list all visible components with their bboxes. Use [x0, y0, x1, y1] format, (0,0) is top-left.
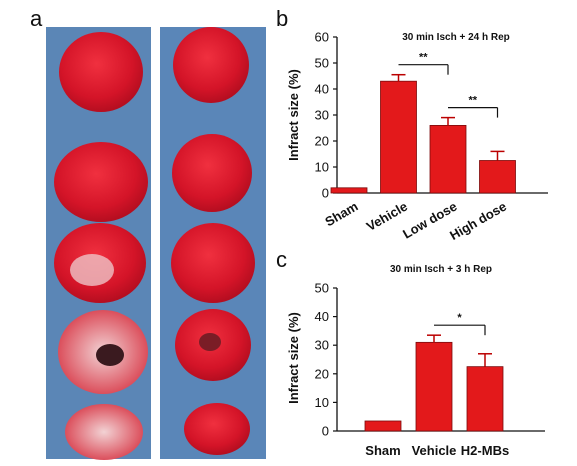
y-tick-label: 10	[315, 395, 329, 410]
heart-slice	[172, 134, 252, 212]
bar-low-dose	[429, 125, 467, 194]
panel-label-a: a	[30, 6, 43, 31]
significance-bracket: *	[434, 312, 486, 336]
y-tick-label: 0	[322, 424, 329, 439]
y-axis-label: Infract size (%)	[286, 312, 301, 404]
y-tick-label: 20	[315, 134, 329, 149]
heart-slice	[171, 223, 255, 303]
heart-slice	[59, 32, 143, 112]
x-tick-label: H2-MBs	[461, 443, 509, 458]
x-tick-label: Vehicle	[412, 443, 457, 458]
significance-label: **	[468, 95, 477, 107]
significance-bracket: **	[398, 52, 449, 75]
y-tick-label: 10	[315, 160, 329, 175]
y-tick-label: 20	[315, 366, 329, 381]
panel-label-c: c	[276, 247, 287, 272]
significance-bracket: **	[448, 95, 499, 118]
bar-high-dose	[479, 160, 516, 194]
significance-label: **	[419, 52, 428, 64]
y-tick-label: 40	[315, 309, 329, 324]
bar-h2-mbs	[466, 366, 504, 432]
y-tick-label: 30	[315, 338, 329, 353]
heart-slice	[54, 142, 148, 222]
y-tick-label: 30	[315, 108, 329, 123]
bar-sham	[364, 420, 402, 432]
x-tick-label: Sham	[365, 443, 400, 458]
bar-sham	[330, 187, 368, 194]
significance-label: *	[457, 312, 462, 324]
y-tick-label: 0	[322, 186, 329, 201]
heart-slice	[173, 27, 249, 103]
y-axis-label: Infract size (%)	[286, 69, 301, 161]
heart-slice	[184, 403, 250, 455]
bar-vehicle	[415, 341, 453, 432]
y-tick-label: 50	[315, 281, 329, 296]
y-tick-label: 40	[315, 82, 329, 97]
heart-slice	[65, 404, 143, 460]
y-tick-label: 50	[315, 56, 329, 71]
chart-title: 30 min Isch + 24 h Rep	[402, 32, 510, 43]
bar-vehicle	[380, 80, 417, 194]
y-tick-label: 60	[315, 30, 329, 45]
panel-label-b: b	[276, 6, 289, 31]
chart-title: 30 min Isch + 3 h Rep	[390, 264, 492, 275]
